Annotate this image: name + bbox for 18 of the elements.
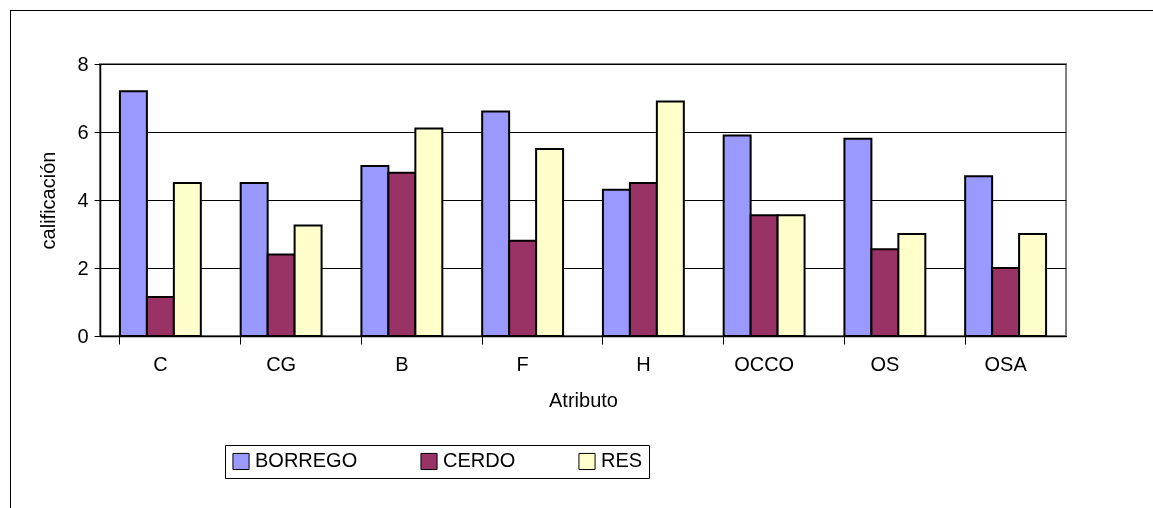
x-tick-label: H [636,352,651,375]
x-tick-label: OS [870,352,900,375]
x-tick-label: F [516,352,529,375]
y-tick-label: 2 [77,256,89,279]
y-tick-label: 8 [77,52,89,75]
x-axis-title: Atributo [549,388,618,411]
legend-label: BORREGO [255,449,358,472]
legend-label: CERDO [443,449,516,472]
x-tick-label: B [395,352,409,375]
x-tick-label: OSA [984,352,1028,375]
y-axis-title: calificación [37,151,60,250]
y-tick-label: 4 [77,188,89,211]
y-tick-label: 0 [77,324,89,347]
legend-label: RES [601,449,643,472]
x-tick-label: C [153,352,168,375]
x-tick-label: OCCO [734,352,795,375]
y-tick-label: 6 [77,120,89,143]
x-tick-label: CG [266,352,297,375]
